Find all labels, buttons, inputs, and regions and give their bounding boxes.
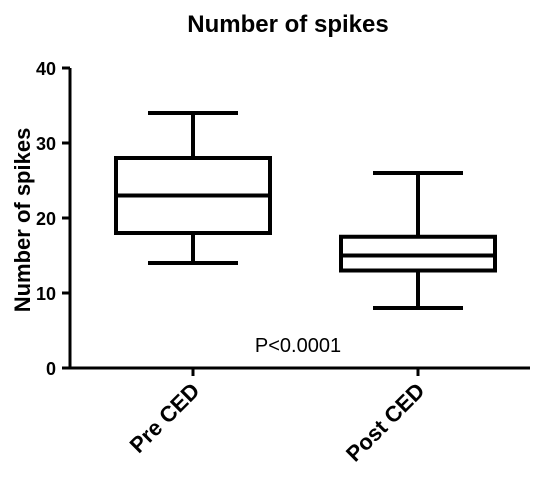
- box-post-ced: [339, 171, 497, 310]
- y-tick-label: 30: [36, 134, 56, 154]
- y-tick-label: 10: [36, 284, 56, 304]
- x-tick-label: Pre CED: [125, 378, 205, 458]
- y-axis-label: Number of spikes: [10, 128, 35, 313]
- y-axis-ticks: 0 10 20 30 40: [36, 59, 420, 379]
- x-tick-label: Post CED: [341, 378, 430, 467]
- x-axis-tick-labels: Pre CED Post CED: [125, 378, 430, 467]
- box-series: [114, 111, 497, 310]
- y-tick-label: 0: [46, 359, 56, 379]
- chart-title: Number of spikes: [187, 11, 388, 38]
- p-value-annotation: P<0.0001: [255, 335, 341, 357]
- box-pre-ced: [114, 111, 272, 265]
- y-tick-label: 20: [36, 209, 56, 229]
- y-tick-label: 40: [36, 59, 56, 79]
